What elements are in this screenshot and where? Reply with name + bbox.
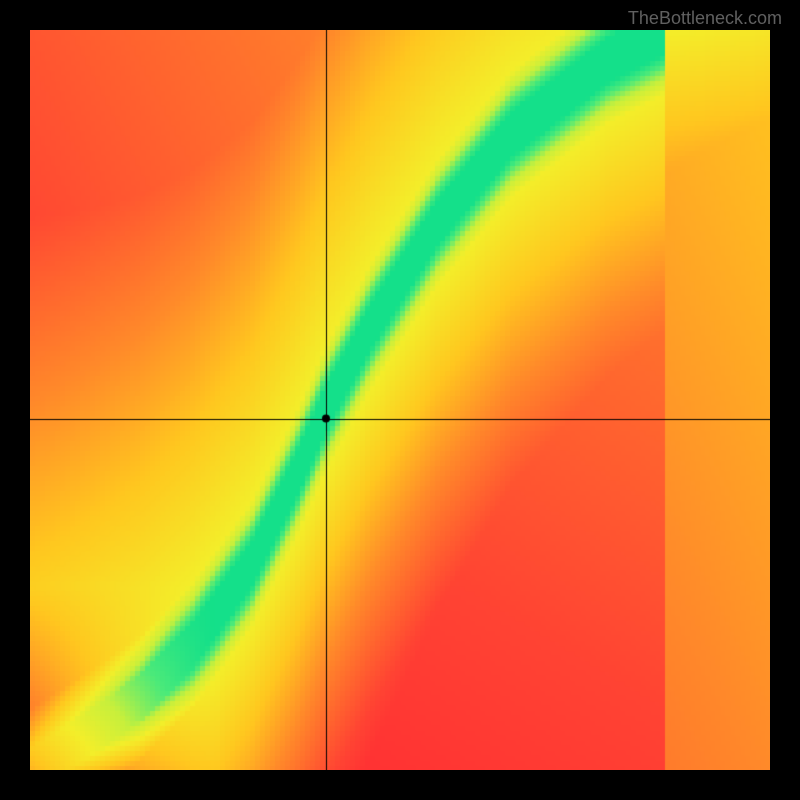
watermark-text: TheBottleneck.com <box>628 8 782 29</box>
crosshair-overlay <box>30 30 770 770</box>
chart-container: TheBottleneck.com <box>0 0 800 800</box>
